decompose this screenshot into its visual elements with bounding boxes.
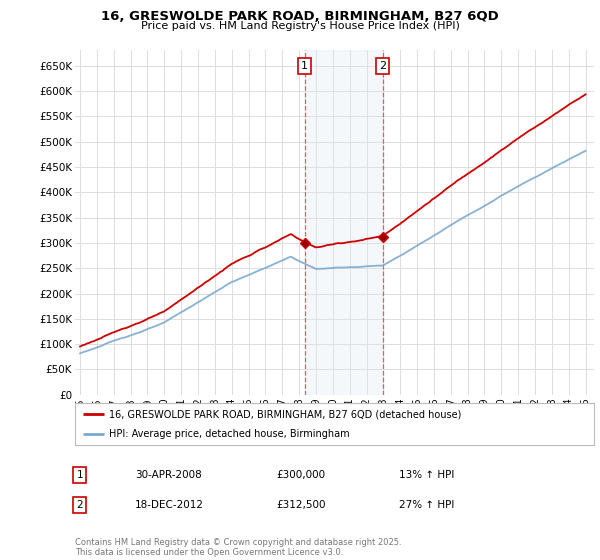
Text: £312,500: £312,500 [276,500,325,510]
Text: 2: 2 [76,500,83,510]
Text: 13% ↑ HPI: 13% ↑ HPI [399,470,454,480]
Text: £300,000: £300,000 [276,470,325,480]
Text: 27% ↑ HPI: 27% ↑ HPI [399,500,454,510]
Text: Contains HM Land Registry data © Crown copyright and database right 2025.
This d: Contains HM Land Registry data © Crown c… [75,538,401,557]
Text: 1: 1 [301,61,308,71]
Bar [305,50,383,395]
Text: Price paid vs. HM Land Registry's House Price Index (HPI): Price paid vs. HM Land Registry's House … [140,21,460,31]
Text: 2: 2 [379,61,386,71]
Text: 1: 1 [76,470,83,480]
Text: 16, GRESWOLDE PARK ROAD, BIRMINGHAM, B27 6QD (detached house): 16, GRESWOLDE PARK ROAD, BIRMINGHAM, B27… [109,409,461,419]
Text: 16, GRESWOLDE PARK ROAD, BIRMINGHAM, B27 6QD: 16, GRESWOLDE PARK ROAD, BIRMINGHAM, B27… [101,10,499,22]
Text: 18-DEC-2012: 18-DEC-2012 [135,500,204,510]
Text: HPI: Average price, detached house, Birmingham: HPI: Average price, detached house, Birm… [109,429,349,438]
Text: 30-APR-2008: 30-APR-2008 [135,470,202,480]
